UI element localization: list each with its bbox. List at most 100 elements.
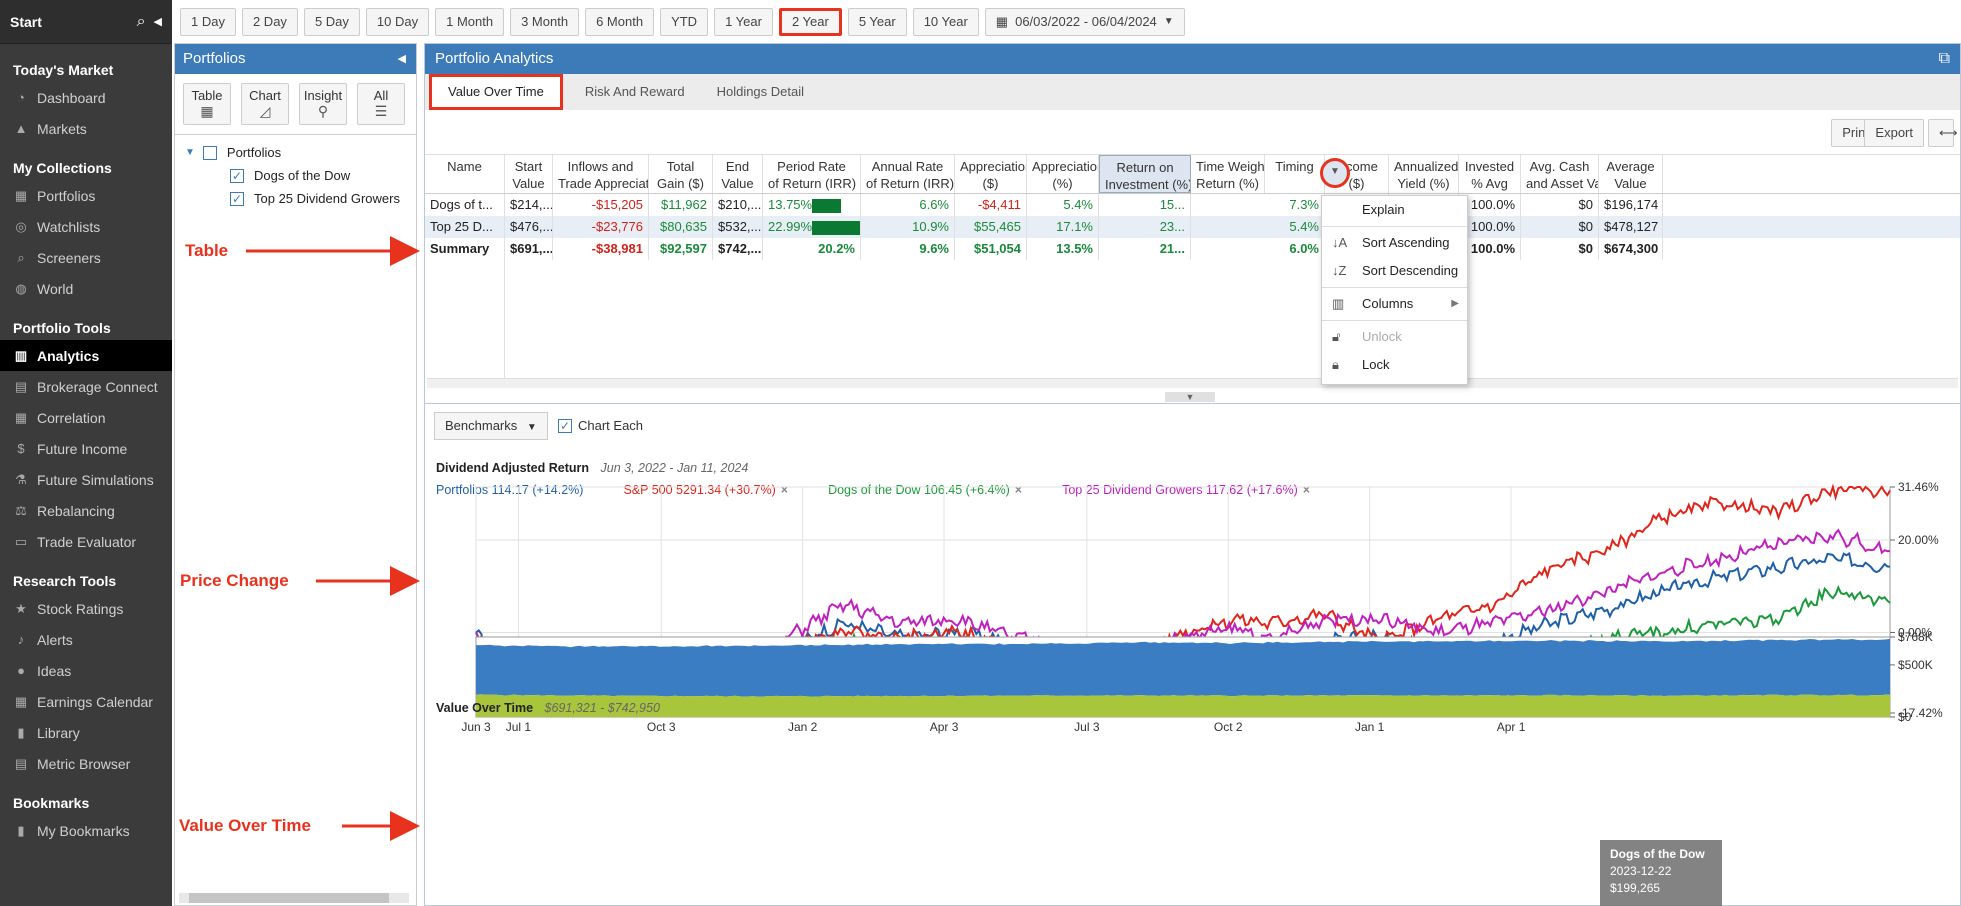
- tree-root[interactable]: ▼ Portfolios: [185, 141, 416, 164]
- nav-item-world[interactable]: ◍ World: [0, 273, 172, 304]
- column-header[interactable]: Average Value: [1599, 155, 1663, 193]
- tab-risk-and-reward[interactable]: Risk And Reward: [584, 84, 685, 99]
- column-header[interactable]: Annualized Yield (%): [1389, 155, 1459, 193]
- column-header[interactable]: End Value: [713, 155, 763, 193]
- remove-benchmark-icon[interactable]: ×: [1014, 483, 1023, 497]
- nav-item-markets[interactable]: ▲ Markets: [0, 113, 172, 144]
- chart-title-row: Dividend Adjusted Return Jun 3, 2022 - J…: [436, 461, 748, 475]
- chart-each-checkbox[interactable]: ✓ Chart Each: [558, 418, 643, 433]
- table-row[interactable]: Top 25 D... $476,... -$23,776 $80,635 $532,.…: [425, 216, 1960, 238]
- column-header[interactable]: Avg. Cash and Asset Value: [1521, 155, 1599, 193]
- nav-item-brokerage-connect[interactable]: ▤ Brokerage Connect: [0, 371, 172, 402]
- menu-columns[interactable]: ▥ Columns ▶: [1322, 290, 1467, 318]
- nav-item-label: Library: [37, 724, 80, 741]
- tab-value-over-time[interactable]: Value Over Time: [429, 74, 563, 110]
- column-header-line: Annualized: [1394, 159, 1459, 174]
- expand-width-icon[interactable]: ⟷: [1928, 119, 1958, 147]
- tree-item[interactable]: ✓ Top 25 Dividend Growers: [185, 187, 416, 210]
- nav-item-metric-browser[interactable]: ▤ Metric Browser: [0, 748, 172, 779]
- menu-unlock[interactable]: 🔓︎ Unlock: [1322, 323, 1467, 351]
- range-button-2-year[interactable]: 2 Year: [778, 8, 842, 36]
- column-header[interactable]: Appreciation (%): [1027, 155, 1099, 193]
- range-button-1-year[interactable]: 1 Year: [714, 8, 773, 36]
- remove-benchmark-icon[interactable]: ×: [780, 483, 789, 497]
- view-insight-button[interactable]: Insight ⚲: [299, 83, 347, 125]
- column-header[interactable]: Timing: [1265, 155, 1325, 193]
- column-header[interactable]: Total Gain ($): [649, 155, 713, 193]
- item-checkbox[interactable]: ✓: [230, 168, 244, 183]
- export-button[interactable]: Export: [1864, 119, 1924, 147]
- nav-item-watchlists[interactable]: ◎ Watchlists: [0, 211, 172, 242]
- range-button-6-month[interactable]: 6 Month: [585, 8, 655, 36]
- nav-item-alerts[interactable]: ♪ Alerts: [0, 624, 172, 655]
- nav-item-analytics[interactable]: ▥ Analytics: [0, 340, 172, 371]
- cell-value: 13.5%: [1056, 241, 1093, 256]
- date-range-picker[interactable]: ▦ 06/03/2022 - 06/04/2024 ▼: [984, 8, 1185, 36]
- column-header[interactable]: Period Rate of Return (IRR): [763, 155, 861, 193]
- nav-item-trade-evaluator[interactable]: ▭ Trade Evaluator: [0, 526, 172, 557]
- range-button-10-day[interactable]: 10 Day: [365, 8, 430, 36]
- column-header[interactable]: Inflows and Trade Appreciation: [553, 155, 649, 193]
- nav-item-earnings-calendar[interactable]: ▦ Earnings Calendar: [0, 686, 172, 717]
- nav-item-rebalancing[interactable]: ⚖ Rebalancing: [0, 495, 172, 526]
- summary-row[interactable]: Summary $691,... -$38,981 $92,597 $742,... 20…: [425, 238, 1960, 260]
- chart-each-check[interactable]: ✓: [558, 419, 572, 433]
- range-button-3-month[interactable]: 3 Month: [510, 8, 580, 36]
- column-header[interactable]: Invested % Avg: [1459, 155, 1521, 193]
- table-cell: $51,054: [955, 238, 1027, 260]
- menu-sort-descending[interactable]: ↓Z Sort Descending: [1322, 257, 1467, 285]
- column-menu-trigger-icon[interactable]: ▼: [1320, 158, 1350, 188]
- table-icon: ▦: [200, 103, 214, 119]
- column-header[interactable]: Return on Investment (%): [1099, 155, 1191, 193]
- range-button-10-year[interactable]: 10 Year: [912, 8, 979, 36]
- range-button-5-year[interactable]: 5 Year: [847, 8, 907, 36]
- nav-item-stock-ratings[interactable]: ★ Stock Ratings: [0, 593, 172, 624]
- view-table-button[interactable]: Table ▦: [183, 83, 231, 125]
- tab-holdings-detail[interactable]: Holdings Detail: [716, 84, 805, 99]
- benchmarks-dropdown[interactable]: Benchmarks ▼: [434, 412, 548, 440]
- column-header[interactable]: Time Weighted Return (%): [1191, 155, 1265, 193]
- table-scrollbar[interactable]: [427, 378, 1958, 388]
- range-button-5-day[interactable]: 5 Day: [303, 8, 360, 36]
- collapse-icon[interactable]: ◀: [153, 16, 162, 28]
- column-header[interactable]: Appreciation ($): [955, 155, 1027, 193]
- column-header[interactable]: Annual Rate of Return (IRR): [861, 155, 955, 193]
- view-all-button[interactable]: All ☰: [357, 83, 405, 125]
- nav-item-portfolios[interactable]: ▦ Portfolios: [0, 180, 172, 211]
- table-cell: -$38,981: [553, 238, 649, 260]
- range-button-ytd[interactable]: YTD: [660, 8, 709, 36]
- nav-item-label: Future Income: [37, 440, 128, 457]
- nav-item-screeners[interactable]: ⌕ Screeners: [0, 242, 172, 273]
- cell-value: 5.4%: [1063, 197, 1093, 212]
- collapse-panel-icon[interactable]: ◀: [397, 53, 406, 65]
- item-checkbox[interactable]: ✓: [230, 191, 244, 206]
- range-button-1-day[interactable]: 1 Day: [180, 8, 236, 36]
- popout-icon[interactable]: ⧉: [1938, 50, 1950, 67]
- nav-item-future-income[interactable]: $ Future Income: [0, 433, 172, 464]
- table-row[interactable]: Dogs of t... $214,... -$15,205 $11,962 $210,…: [425, 194, 1960, 216]
- nav-item-my-bookmarks[interactable]: ▮ My Bookmarks: [0, 815, 172, 846]
- menu-explain[interactable]: Explain: [1322, 196, 1467, 224]
- menu-lock[interactable]: 🔒︎ Lock: [1322, 351, 1467, 379]
- range-button-2-day[interactable]: 2 Day: [241, 8, 298, 36]
- nav-item-ideas[interactable]: ● Ideas: [0, 655, 172, 686]
- nav-item-library[interactable]: ▮ Library: [0, 717, 172, 748]
- nav-item-label: Analytics: [37, 347, 100, 364]
- scrollbar-thumb[interactable]: [189, 893, 389, 903]
- expand-icon[interactable]: ▼: [185, 147, 195, 158]
- search-icon[interactable]: ⌕: [136, 12, 146, 30]
- range-button-1-month[interactable]: 1 Month: [435, 8, 505, 36]
- nav-item-dashboard[interactable]: ◔ Dashboard: [0, 82, 172, 113]
- root-checkbox[interactable]: [202, 145, 217, 160]
- column-header[interactable]: Start Value: [505, 155, 553, 193]
- tree-item[interactable]: ✓ Dogs of the Dow: [185, 164, 416, 187]
- remove-benchmark-icon[interactable]: ×: [1302, 483, 1311, 497]
- horizontal-scrollbar[interactable]: [179, 893, 409, 903]
- nav-item-correlation[interactable]: ▦ Correlation: [0, 402, 172, 433]
- start-label[interactable]: Start: [10, 13, 42, 30]
- nav-item-future-simulations[interactable]: ⚗ Future Simulations: [0, 464, 172, 495]
- column-header[interactable]: Name: [425, 155, 505, 193]
- splitter-handle[interactable]: ▼: [1165, 392, 1215, 402]
- menu-sort-ascending[interactable]: ↓A Sort Ascending: [1322, 229, 1467, 257]
- view-chart-button[interactable]: Chart ◿: [241, 83, 289, 125]
